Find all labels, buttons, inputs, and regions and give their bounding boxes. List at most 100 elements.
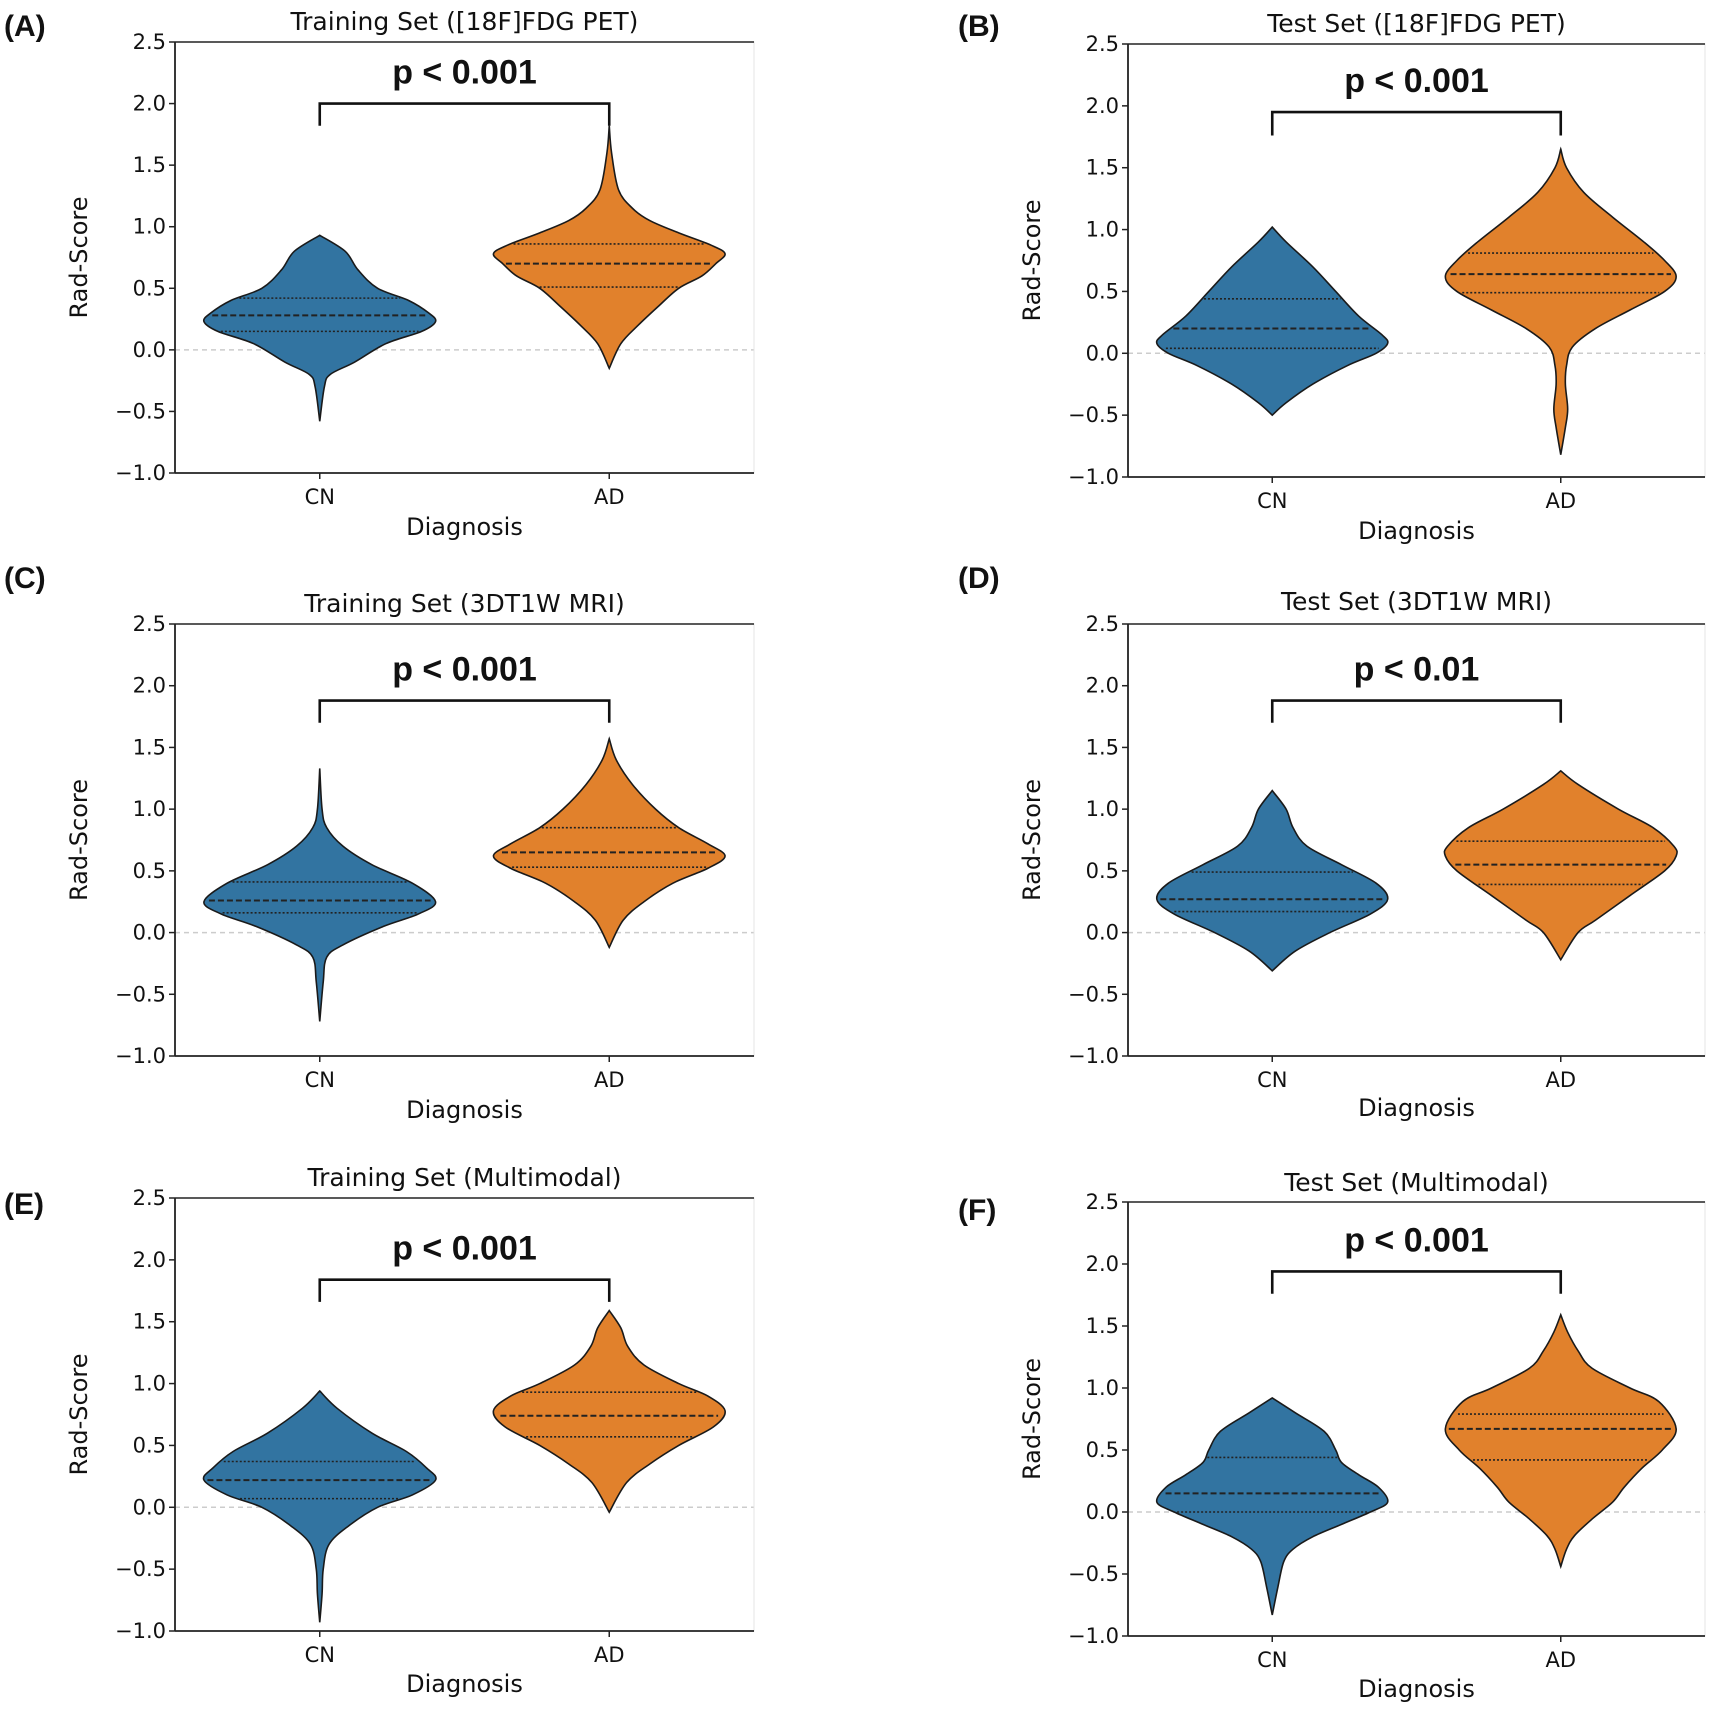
y-tick-label: 1.0 [1086,797,1119,821]
violin-cn [1155,1396,1389,1616]
y-tick-label: 0.0 [1086,921,1119,945]
x-tick-label: CN [305,485,335,509]
y-tick-label: 2.0 [1086,1252,1119,1276]
violin-ad [492,736,726,950]
violin-cn [202,1389,437,1623]
y-tick-label: 1.0 [133,797,166,821]
y-tick-label: 1.5 [133,1310,166,1334]
x-axis-label: Diagnosis [406,513,523,541]
y-tick-label: 0.0 [133,338,166,362]
chart-title: Training Set (Multimodal) [307,1163,622,1192]
p-value-annotation: p < 0.001 [1344,62,1489,100]
x-tick-label: AD [1545,1648,1576,1672]
x-tick-label: AD [594,1068,625,1092]
panel-c: (C) Training Set (3DT1W MRI) −1.0 −0.5 0.0 0.… [4,562,755,1124]
violin-ad [1444,1312,1677,1570]
y-tick-label: 0.5 [1086,279,1119,303]
x-tick-label: CN [1257,1068,1287,1092]
y-axis-label: Rad-Score [65,1354,93,1476]
significance-bracket [318,1278,611,1302]
y-tick-label: 0.0 [1086,341,1119,365]
x-axis-label: Diagnosis [406,1670,523,1698]
y-tick-label: −0.5 [115,399,166,423]
y-tick-label: 2.0 [1086,674,1119,698]
panel-label: (C) [4,562,46,595]
y-tick-label: 0.5 [133,1433,166,1457]
x-tick-label: CN [1257,1648,1287,1672]
y-tick-label: 2.5 [133,1186,166,1210]
y-tick-label: 0.5 [1086,859,1119,883]
x-tick-label: AD [594,1643,625,1667]
panel-b: (B) Test Set ([18F]FDG PET) −1.0 −0.5 0.0 0.5… [958,9,1706,545]
y-tick-label: 1.0 [133,1372,166,1396]
x-axis-label: Diagnosis [1358,1675,1475,1703]
y-tick-label: −1.0 [115,461,166,485]
violin-cn [202,234,437,422]
violin-ad [492,1309,726,1514]
y-tick-label: 0.5 [133,859,166,883]
y-tick-label: 2.5 [1086,612,1119,636]
y-tick-label: 1.0 [1086,218,1119,242]
p-value-annotation: p < 0.001 [392,651,537,689]
y-axis-label: Rad-Score [1018,1358,1046,1480]
y-tick-label: −0.5 [1068,1562,1119,1586]
y-axis-label: Rad-Score [1018,200,1046,322]
y-tick-label: 0.0 [133,1495,166,1519]
chart-title: Training Set ([18F]FDG PET) [290,7,639,36]
panel-label: (A) [4,10,46,43]
panel-a: (A) Training Set ([18F]FDG PET) −1.0 −0.5 0.… [4,7,755,541]
panel-e: (E) Training Set (Multimodal) −1.0 −0.5 0.0 0… [4,1163,755,1698]
significance-bracket [1270,699,1563,723]
p-value-annotation: p < 0.001 [392,1230,537,1268]
x-tick-label: AD [594,485,625,509]
violin-cn [1155,225,1389,417]
y-tick-label: 0.0 [1086,1500,1119,1524]
x-axis-label: Diagnosis [1358,517,1475,545]
significance-bracket [1270,110,1563,136]
y-tick-label: 0.5 [1086,1438,1119,1462]
y-tick-label: −0.5 [1068,403,1119,427]
y-tick-label: 1.5 [133,735,166,759]
y-tick-label: 1.0 [1086,1376,1119,1400]
chart-title: Test Set ([18F]FDG PET) [1266,9,1565,38]
y-tick-label: 2.0 [133,674,166,698]
y-tick-label: −0.5 [1068,982,1119,1006]
chart-title: Training Set (3DT1W MRI) [303,589,624,618]
y-tick-label: −0.5 [115,1557,166,1581]
chart-title: Test Set (Multimodal) [1283,1168,1549,1197]
y-tick-label: 2.5 [133,612,166,636]
y-tick-label: 1.5 [1086,735,1119,759]
y-tick-label: −1.0 [115,1044,166,1068]
x-tick-label: CN [305,1643,335,1667]
chart-title: Test Set (3DT1W MRI) [1280,587,1552,616]
y-tick-label: −1.0 [115,1619,166,1643]
y-tick-label: −1.0 [1068,465,1119,489]
y-axis-label: Rad-Score [1018,779,1046,901]
y-tick-label: 0.5 [133,276,166,300]
y-tick-label: −1.0 [1068,1044,1119,1068]
p-value-annotation: p < 0.001 [392,54,537,92]
y-tick-label: −1.0 [1068,1624,1119,1648]
significance-bracket [1270,1270,1563,1294]
y-tick-label: −0.5 [115,982,166,1006]
violin-ad [492,125,726,371]
y-axis-label: Rad-Score [65,197,93,319]
panel-d: (D) Test Set (3DT1W MRI) −1.0 −0.5 0.0 0.5 1.0… [958,562,1706,1122]
violin-cn [203,768,437,1022]
significance-bracket [318,102,611,126]
p-value-annotation: p < 0.01 [1354,651,1480,689]
y-tick-label: 2.5 [133,30,166,54]
y-tick-label: 2.5 [1086,1190,1119,1214]
y-tick-label: 1.5 [133,153,166,177]
p-value-annotation: p < 0.001 [1344,1221,1489,1259]
panel-label: (F) [958,1194,996,1227]
y-tick-label: 2.0 [1086,94,1119,118]
y-tick-label: 2.0 [133,92,166,116]
panel-label: (B) [958,10,1000,43]
violin-ad [1443,769,1678,962]
panel-label: (D) [958,562,1000,595]
y-tick-label: 1.0 [133,215,166,239]
y-tick-label: 0.0 [133,921,166,945]
x-tick-label: CN [1257,489,1287,513]
